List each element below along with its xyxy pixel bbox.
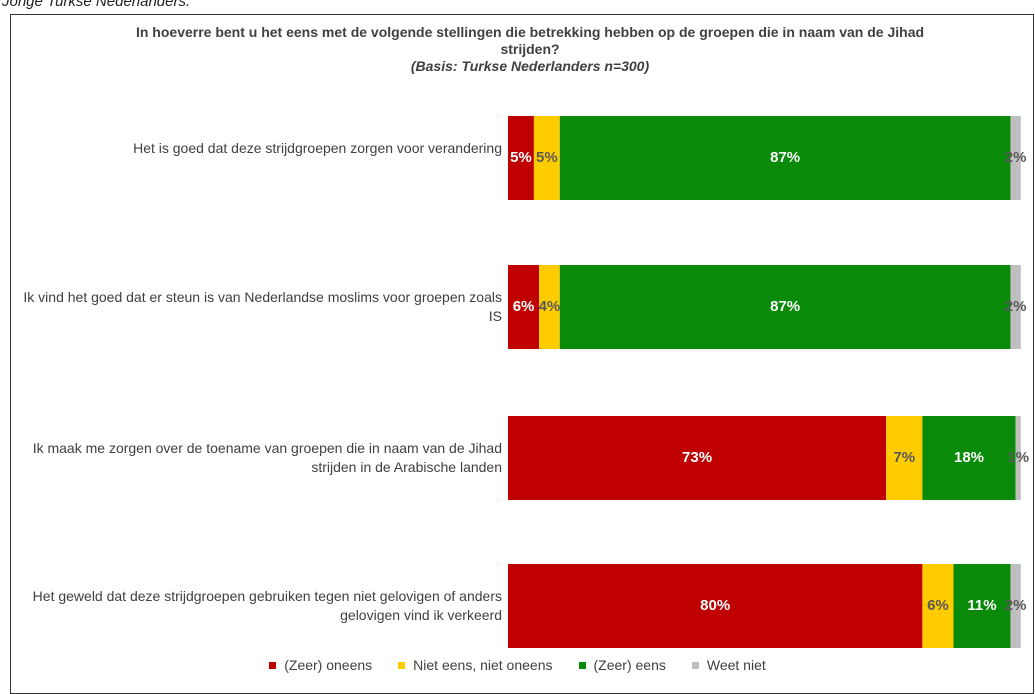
data-label: 18% (954, 449, 984, 466)
legend-label: (Zeer) eens (593, 657, 666, 673)
chart-title: In hoeverre bent u het eens met de volge… (135, 24, 925, 57)
legend-swatch (691, 661, 699, 669)
data-label: 5% (536, 149, 558, 166)
bar-segment (886, 416, 923, 500)
data-label: 2% (1005, 298, 1027, 315)
legend-swatch (269, 661, 277, 669)
bar-segment (539, 265, 560, 349)
bar-segment (922, 564, 954, 648)
data-label: 87% (770, 149, 800, 166)
bar-segment (1015, 416, 1021, 500)
data-label: 2% (1005, 149, 1027, 166)
legend-item: Weet niet (691, 657, 766, 673)
bar-segment (533, 116, 560, 200)
legend-item: (Zeer) oneens (269, 657, 372, 673)
legend-label: Niet eens, niet oneens (413, 657, 553, 673)
category-label: Ik vind het goed dat er steun is van Ned… (23, 289, 502, 324)
data-label: 4% (539, 298, 561, 315)
bar-segment (508, 265, 540, 349)
data-label: 7% (893, 449, 915, 466)
data-label: 5% (510, 149, 532, 166)
legend-label: Weet niet (706, 657, 766, 673)
data-label: 1% (1007, 449, 1029, 466)
bar-segment (1010, 116, 1021, 200)
legend-item: Niet eens, niet oneens (398, 657, 553, 673)
bar-segment (508, 116, 534, 200)
legend-label: (Zeer) oneens (284, 657, 373, 673)
bar-segment (953, 564, 1011, 648)
data-label: 73% (682, 449, 712, 466)
category-label: Ik maak me zorgen over de toename van gr… (32, 440, 502, 475)
category-label: Het is goed dat deze strijdgroepen zorge… (133, 140, 502, 156)
legend-item: (Zeer) eens (578, 657, 666, 673)
data-label: 87% (770, 298, 800, 315)
caption: Jonge Turkse Nederlanders. (2, 0, 191, 10)
legend: (Zeer) oneens Niet eens, niet oneens (Zeer… (0, 657, 1035, 673)
legend-swatch (578, 661, 586, 669)
bar-segment (508, 416, 887, 500)
bar-segment (1010, 265, 1021, 349)
chart-subtitle: (Basis: Turkse Nederlanders n=300) (410, 58, 650, 74)
data-label: 2% (1005, 597, 1027, 614)
bar-segment (559, 265, 1011, 349)
bar-segment (508, 564, 923, 648)
bar-segment (922, 416, 1016, 500)
legend-swatch (398, 661, 406, 669)
data-label: 11% (967, 597, 996, 614)
data-label: 6% (927, 597, 949, 614)
bar-segment (1010, 564, 1021, 648)
category-label: Het geweld dat deze strijdgroepen gebrui… (32, 588, 502, 623)
data-label: 6% (513, 298, 535, 315)
bar-segment (559, 116, 1011, 200)
data-label: 80% (700, 597, 730, 614)
